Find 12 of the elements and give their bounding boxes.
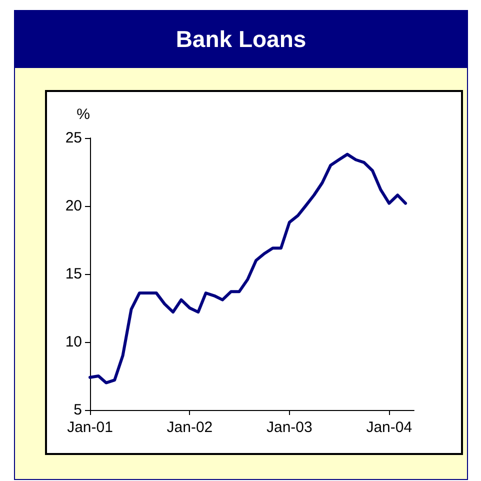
line-series	[88, 152, 408, 384]
x-tick-label: Jan-02	[166, 419, 213, 436]
chart-title: Bank Loans	[14, 10, 468, 68]
y-tick-label: 25	[65, 130, 82, 146]
y-tick-label: 20	[65, 198, 82, 214]
x-tick-label: Jan-01	[67, 419, 113, 436]
x-tick-label: Jan-04	[366, 419, 412, 436]
y-tick-label: 10	[65, 334, 82, 350]
y-tick-label: 5	[74, 402, 82, 418]
y-axis-title: %	[76, 106, 90, 123]
x-tick-label: Jan-03	[266, 419, 312, 436]
y-tick-label: 15	[65, 266, 82, 282]
